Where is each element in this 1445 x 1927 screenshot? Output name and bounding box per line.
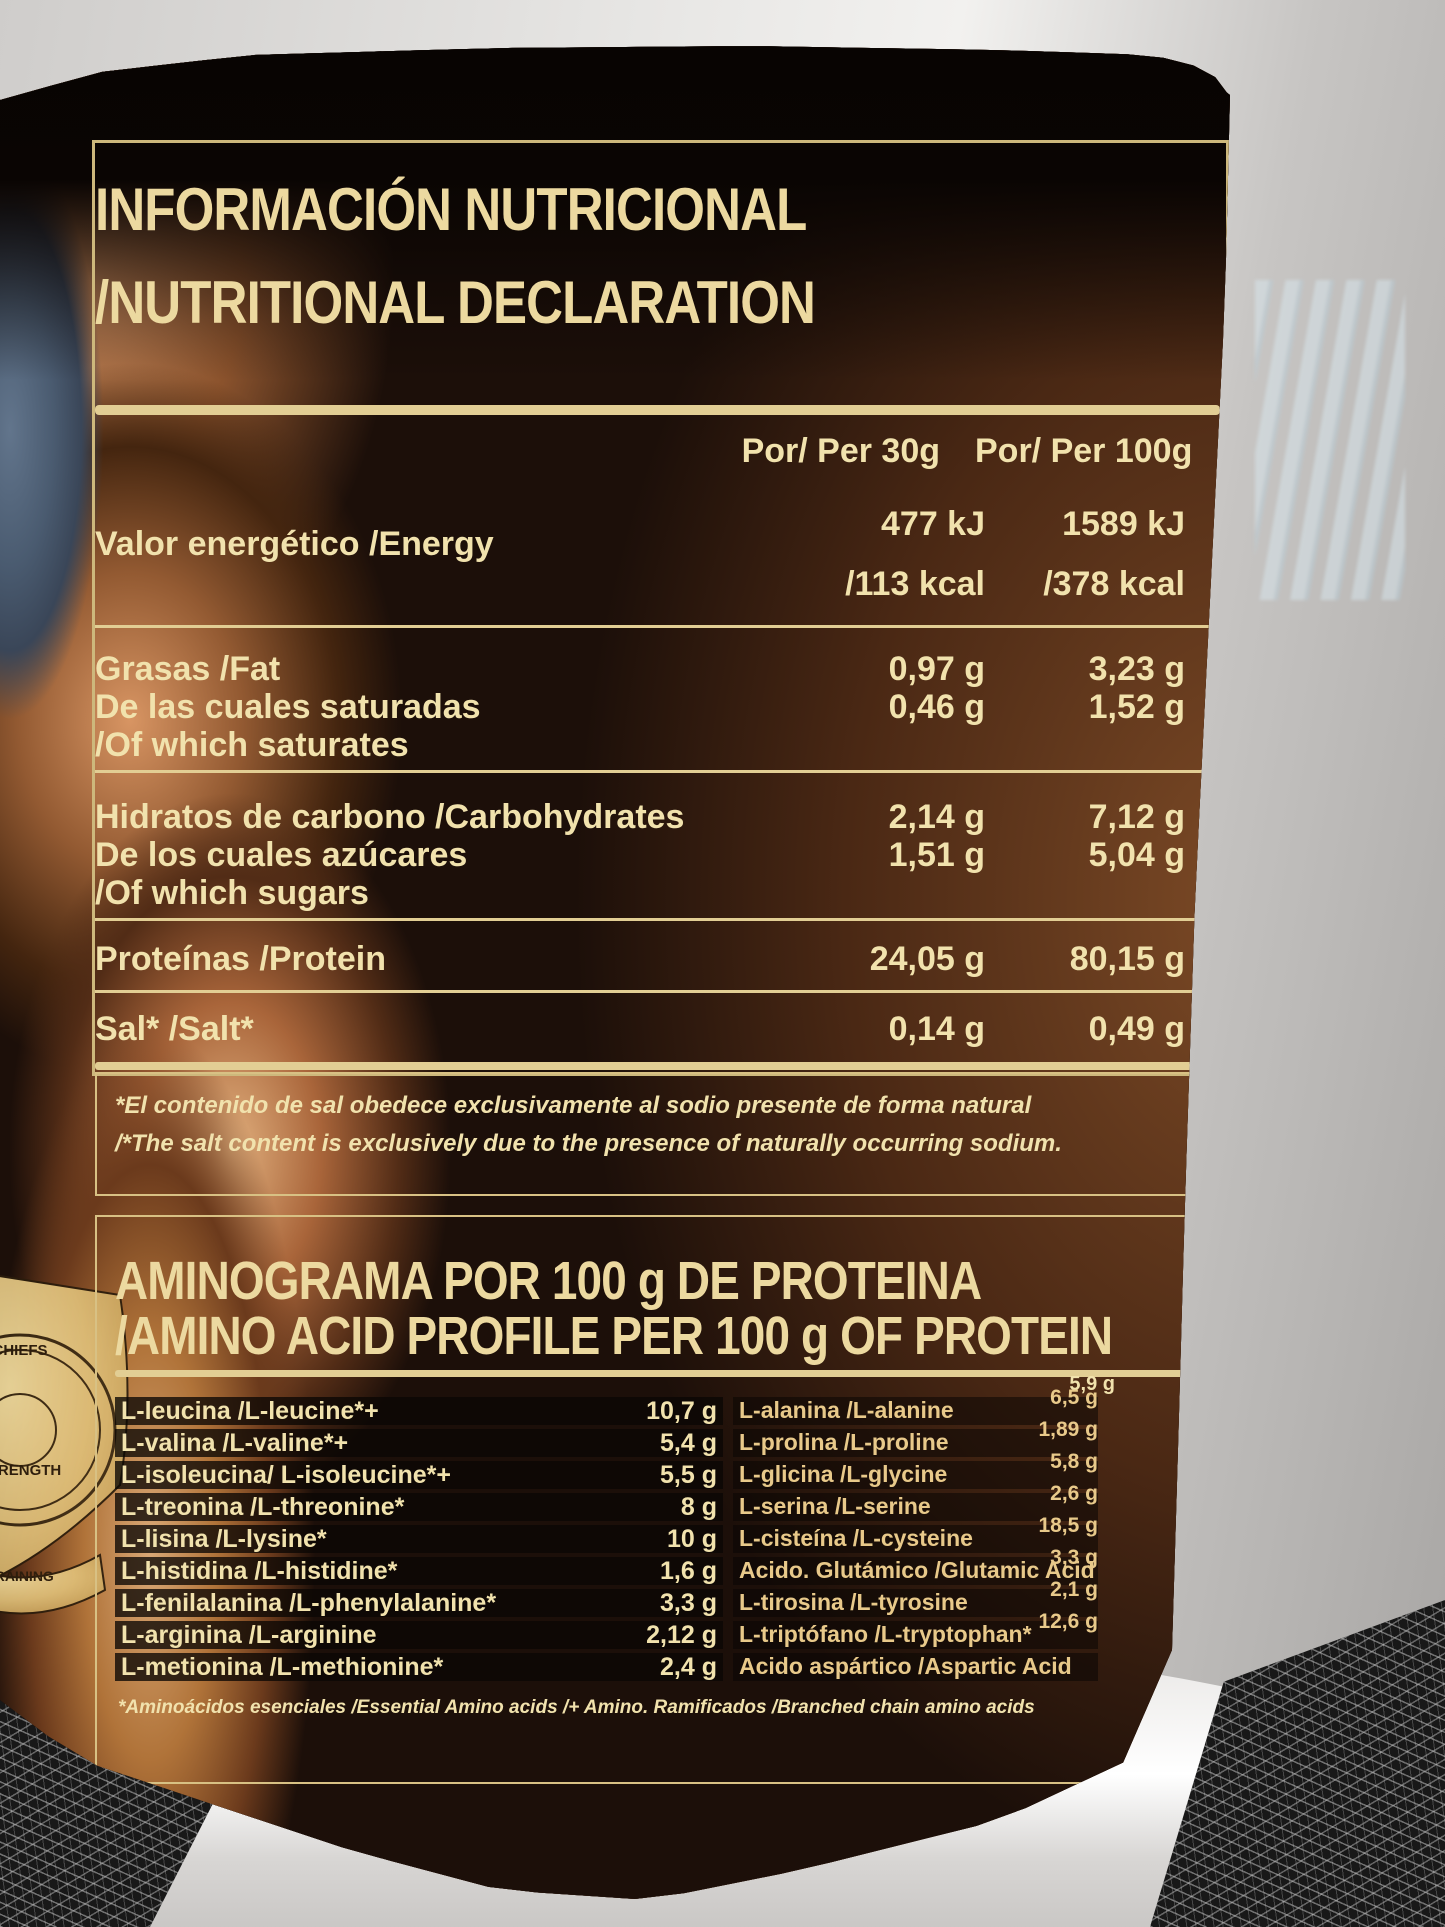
svg-text:STRENGTH: STRENGTH	[0, 1462, 61, 1479]
svg-text:CHIEFS: CHIEFS	[0, 1342, 48, 1359]
svg-text:TRAINING: TRAINING	[0, 1568, 54, 1584]
